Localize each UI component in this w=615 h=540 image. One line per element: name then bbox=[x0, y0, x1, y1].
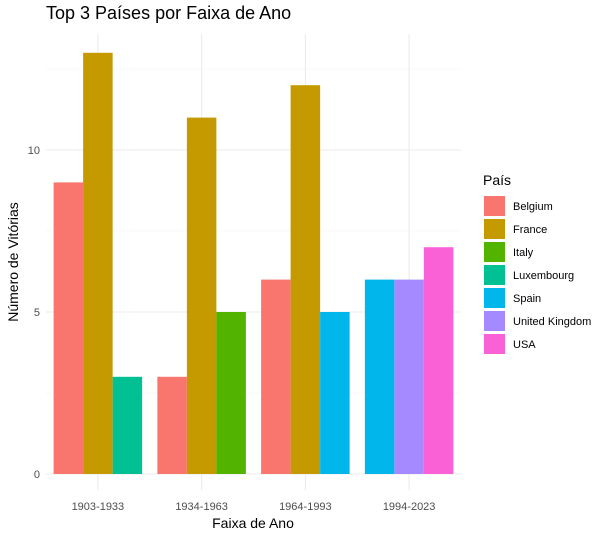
x-tick-label: 1994-2023 bbox=[383, 501, 436, 513]
bar-belgium bbox=[261, 279, 291, 474]
bar-france bbox=[83, 52, 113, 475]
legend-title: País bbox=[483, 172, 511, 188]
x-axis-ticks: 1903-1933 1934-1963 1964-1993 1994-2023 bbox=[72, 501, 436, 513]
bar-luxembourg bbox=[112, 376, 143, 474]
y-tick-label: 10 bbox=[28, 145, 40, 157]
legend-key bbox=[484, 265, 505, 285]
legend-label: France bbox=[513, 224, 547, 236]
legend-key bbox=[484, 334, 505, 354]
bar-france bbox=[186, 117, 217, 474]
legend-key bbox=[484, 219, 505, 239]
legend-label: Italy bbox=[513, 247, 534, 259]
chart-title: Top 3 Países por Faixa de Ano bbox=[46, 3, 291, 23]
bars bbox=[53, 52, 454, 475]
legend-key bbox=[484, 242, 505, 262]
y-tick-label: 5 bbox=[34, 307, 40, 319]
y-axis-ticks: 0 5 10 bbox=[28, 145, 40, 481]
legend-label: USA bbox=[513, 339, 536, 351]
legend-label: Spain bbox=[513, 293, 541, 305]
legend-label: Belgium bbox=[513, 201, 553, 213]
legend: País Belgium France Italy Luxembourg Spain Un… bbox=[483, 172, 591, 354]
bar-spain bbox=[364, 279, 395, 474]
x-tick-label: 1964-1993 bbox=[279, 501, 332, 513]
x-tick-label: 1934-1963 bbox=[175, 501, 228, 513]
legend-key bbox=[484, 196, 505, 216]
legend-label: United Kingdom bbox=[513, 316, 591, 328]
y-tick-label: 0 bbox=[34, 469, 40, 481]
legend-key bbox=[484, 311, 505, 331]
legend-key bbox=[484, 288, 505, 308]
legend-label: Luxembourg bbox=[513, 270, 574, 282]
bar-united-kingdom bbox=[394, 279, 424, 474]
bar-france bbox=[290, 85, 321, 474]
x-tick-label: 1903-1933 bbox=[72, 501, 125, 513]
bar-spain bbox=[320, 312, 350, 474]
x-axis-title: Faixa de Ano bbox=[212, 515, 294, 531]
y-axis-title: Número de Vitórias bbox=[5, 202, 21, 322]
bar-italy bbox=[216, 312, 246, 474]
bar-usa bbox=[423, 247, 454, 474]
bar-belgium bbox=[157, 376, 187, 474]
bar-belgium bbox=[53, 182, 84, 474]
